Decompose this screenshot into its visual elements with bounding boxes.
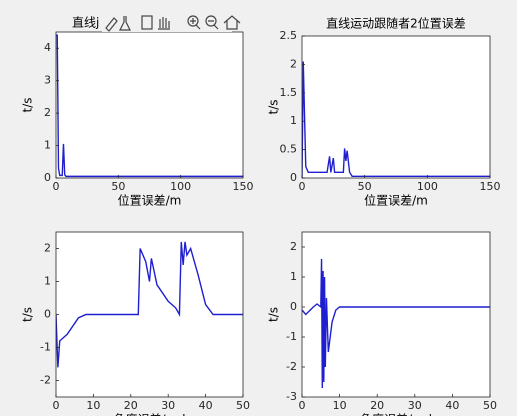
y-tick-label: 1: [44, 275, 51, 288]
y-tick-label: 3: [44, 74, 51, 87]
y-tick-label: 4: [44, 41, 51, 54]
y-tick-label: 2: [290, 240, 297, 253]
y-tick-label: 0: [290, 300, 297, 313]
data-line: [56, 241, 243, 368]
y-tick-label: 1.5: [280, 86, 298, 99]
y-axis-label: t/s: [267, 100, 281, 115]
series-group: [302, 258, 490, 389]
x-tick-label: 50: [236, 399, 250, 412]
axes-box: [301, 231, 491, 398]
x-axis-label: 角度误差/rad: [360, 412, 432, 416]
x-tick-label: 30: [408, 399, 422, 412]
y-tick-label: -2: [40, 374, 51, 387]
x-tick-label: 0: [299, 399, 306, 412]
y-tick-label: 2.5: [280, 29, 298, 42]
y-tick-label: 2: [44, 242, 51, 255]
y-tick-label: 2: [290, 57, 297, 70]
y-tick-label: 2: [44, 106, 51, 119]
y-tick-label: 1: [44, 139, 51, 152]
y-tick-label: 1: [290, 270, 297, 283]
x-tick-label: 20: [370, 399, 384, 412]
toolbar[interactable]: [102, 14, 241, 32]
plot-area: [56, 32, 243, 178]
y-tick-label: -3: [286, 390, 297, 403]
x-tick-label: 0: [53, 399, 60, 412]
series-group: [56, 34, 243, 178]
x-tick-label: 40: [199, 399, 213, 412]
x-tick-label: 10: [333, 399, 347, 412]
x-tick-label: 30: [161, 399, 175, 412]
x-tick-label: 100: [417, 180, 438, 193]
data-line: [302, 258, 490, 389]
x-axis-label: 位置误差/m: [118, 193, 182, 208]
plot-area: [302, 232, 490, 397]
chart-title: 直线运动跟随者2位置误差: [326, 16, 466, 31]
x-tick-label: 20: [124, 399, 138, 412]
x-tick-label: 0: [53, 180, 60, 193]
y-tick-label: 0: [44, 171, 51, 184]
x-axis-label: 角度误差/rad: [114, 412, 186, 416]
series-group: [302, 61, 490, 178]
x-tick-label: 10: [86, 399, 100, 412]
data-line: [56, 34, 243, 178]
y-tick-label: -1: [40, 341, 51, 354]
x-tick-label: 100: [170, 180, 191, 193]
y-axis-label: t/s: [267, 307, 281, 322]
x-tick-label: 50: [111, 180, 125, 193]
data-line: [302, 61, 490, 178]
y-tick-label: 1: [290, 114, 297, 127]
y-tick-label: -2: [286, 360, 297, 373]
x-tick-label: 0: [299, 180, 306, 193]
series-group: [56, 241, 243, 368]
y-axis-label: t/s: [21, 98, 35, 113]
y-tick-label: 0: [44, 308, 51, 321]
y-tick-label: 0: [290, 171, 297, 184]
x-tick-label: 150: [480, 180, 501, 193]
x-axis-label: 位置误差/m: [364, 193, 428, 208]
x-tick-label: 150: [233, 180, 254, 193]
x-tick-label: 50: [483, 399, 497, 412]
plot-area: [302, 36, 490, 178]
chart-title: 直线j: [72, 16, 99, 30]
x-tick-label: 50: [358, 180, 372, 193]
y-axis-label: t/s: [21, 307, 35, 322]
y-tick-label: 0.5: [280, 143, 298, 156]
x-tick-label: 40: [445, 399, 459, 412]
y-tick-label: -1: [286, 330, 297, 343]
axes-box: [301, 35, 491, 179]
